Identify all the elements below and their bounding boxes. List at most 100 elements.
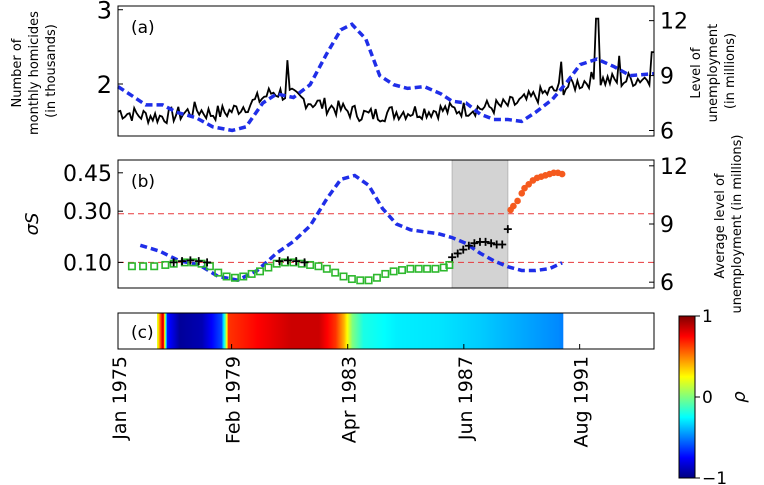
heatmap-cell [481, 313, 483, 349]
heatmap-cell [445, 313, 447, 349]
heatmap-cell [549, 313, 551, 349]
panel-b-left-tick-label: 0.30 [63, 200, 112, 225]
heatmap-cell [465, 313, 467, 349]
heatmap-cell [287, 313, 289, 349]
heatmap-cell [236, 313, 238, 349]
heatmap-cell [242, 313, 244, 349]
heatmap-cell [397, 313, 399, 349]
heatmap-cell [257, 313, 259, 349]
panel-a-ylabel-left-line1: Number of [10, 38, 25, 107]
heatmap-cell [345, 313, 347, 349]
heatmap-cell [324, 313, 326, 349]
sigma-point-black [186, 256, 195, 265]
heatmap-cell [408, 313, 410, 349]
heatmap-cell [227, 313, 229, 349]
heatmap-cell [430, 313, 432, 349]
heatmap-cell [203, 313, 205, 349]
heatmap-cell [282, 313, 284, 349]
heatmap-cell [235, 313, 237, 349]
heatmap-cell [380, 313, 382, 349]
heatmap-cell [289, 313, 291, 349]
heatmap-cell [534, 313, 536, 349]
heatmap-cell [296, 313, 298, 349]
heatmap-cell [558, 313, 560, 349]
heatmap-cell [185, 313, 187, 349]
sigma-point-green [356, 276, 365, 285]
sigma-point-black [459, 245, 468, 254]
heatmap-cell [490, 313, 492, 349]
heatmap-cell [359, 313, 361, 349]
heatmap-cell [401, 313, 403, 349]
heatmap-cell [335, 313, 337, 349]
panel-b-ylabel-right-line2: unemployment (in millions) [730, 135, 745, 314]
heatmap-cell [507, 313, 509, 349]
panel-a-right-axis: 6 9 12 [649, 10, 688, 145]
panel-b-label: (b) [131, 172, 155, 192]
heatmap-cell [353, 313, 355, 349]
heatmap-cell [231, 313, 233, 349]
heatmap-cell [201, 313, 203, 349]
heatmap-cell [347, 313, 349, 349]
heatmap-cell [429, 313, 431, 349]
heatmap-cell [224, 313, 226, 349]
heatmap-cell [167, 313, 169, 349]
heatmap-cell [221, 313, 223, 349]
heatmap-cell [411, 313, 413, 349]
heatmap-cell [415, 313, 417, 349]
heatmap-cell [554, 313, 556, 349]
panel-c: (c) Jan 1975 Feb 1979 Apr 1983 Jun 1987 Aug … [109, 312, 655, 448]
sigma-point-green [414, 264, 423, 273]
heatmap-cell [222, 313, 224, 349]
heatmap-cell [374, 313, 376, 349]
heatmap-cell [278, 313, 280, 349]
heatmap-cell [184, 313, 186, 349]
sigma-point-black [448, 253, 457, 262]
heatmap-cell [364, 313, 366, 349]
heatmap-cell [182, 313, 184, 349]
colorbar-tick-label: 1 [702, 307, 713, 327]
heatmap-cell [191, 313, 193, 349]
heatmap-cell [174, 313, 176, 349]
heatmap-cell [428, 313, 430, 349]
heatmap-cell [343, 313, 345, 349]
heatmap-cell [523, 313, 525, 349]
heatmap-cell [352, 313, 354, 349]
heatmap-cell [342, 313, 344, 349]
sigma-point-orange [525, 181, 533, 188]
sigma-point-black [498, 240, 507, 249]
heatmap-cell [331, 313, 333, 349]
sigma-point-green [406, 264, 415, 273]
heatmap-cell [368, 313, 370, 349]
heatmap-cell [223, 313, 225, 349]
heatmap-cell [254, 313, 256, 349]
heatmap-cell [479, 313, 481, 349]
heatmap-cell [327, 313, 329, 349]
heatmap-cell [474, 313, 476, 349]
heatmap-cell [389, 313, 391, 349]
heatmap-cell [525, 313, 527, 349]
heatmap-cell [297, 313, 299, 349]
heatmap-cell [250, 313, 252, 349]
heatmap-cell [316, 313, 318, 349]
heatmap-cell [473, 313, 475, 349]
heatmap-cell [537, 313, 539, 349]
heatmap-cell [168, 313, 170, 349]
heatmap-cell [535, 313, 537, 349]
panel-b-ylabel-right: Average level of unemployment (in millio… [713, 135, 745, 314]
heatmap-cell [402, 313, 404, 349]
heatmap-cell [499, 313, 501, 349]
heatmap-cell [351, 313, 353, 349]
sigma-point-black [470, 239, 479, 248]
heatmap-cell [276, 313, 278, 349]
heatmap-cell [358, 313, 360, 349]
heatmap-cell [259, 313, 261, 349]
sigma-point-green [347, 275, 356, 284]
heatmap-cell [308, 313, 310, 349]
heatmap-cell [555, 313, 557, 349]
sigma-point-black [169, 258, 178, 267]
heatmap-cell [172, 313, 174, 349]
heatmap-cell [302, 313, 304, 349]
heatmap-cell [310, 313, 312, 349]
sigma-point-green [431, 264, 440, 273]
heatmap-cell [495, 313, 497, 349]
